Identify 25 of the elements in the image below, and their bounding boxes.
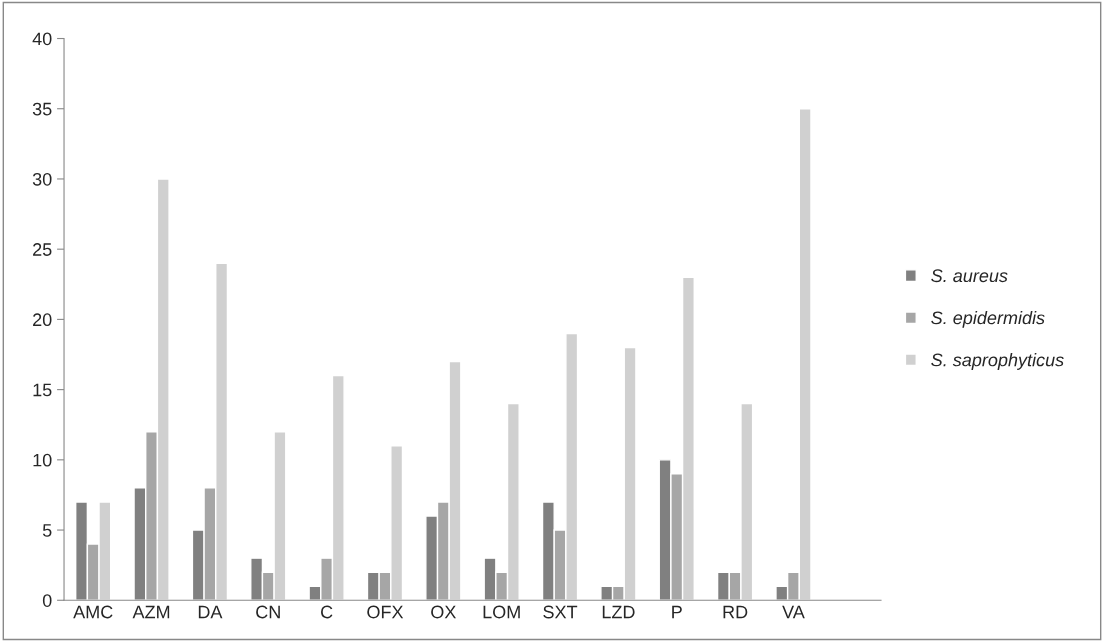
x-tick-label: OX (431, 605, 456, 619)
y-tick-label: 20 (33, 313, 52, 327)
legend-label: S. epidermidis (931, 310, 1045, 328)
x-tick-label: AZM (132, 605, 170, 619)
y-tick-label: 0 (42, 594, 52, 607)
y-tick-label: 35 (32, 102, 52, 116)
x-tick-label: C (321, 605, 333, 619)
x-tick-label: VA (782, 605, 805, 619)
x-tick-label: AMC (73, 605, 113, 619)
x-tick-label: LZD (602, 605, 635, 619)
x-tick-label: CN (256, 605, 280, 619)
x-tick-label: DA (198, 605, 223, 619)
y-tick-label: 10 (33, 453, 52, 467)
x-tick-label: LOM (483, 605, 520, 619)
legend-label: S. aureus (931, 269, 1008, 283)
y-tick-label: 15 (33, 383, 52, 397)
x-tick-label: RD (723, 605, 748, 619)
y-tick-label: 30 (32, 172, 52, 186)
y-tick-label: 40 (32, 32, 52, 46)
x-tick-label: SXT (543, 605, 578, 619)
x-tick-label: OFX (367, 605, 404, 619)
y-tick-label: 25 (33, 243, 52, 256)
x-tick-label: P (672, 605, 682, 619)
y-tick-label: 5 (42, 524, 52, 537)
legend-label: S. saprophyticus (931, 353, 1064, 370)
